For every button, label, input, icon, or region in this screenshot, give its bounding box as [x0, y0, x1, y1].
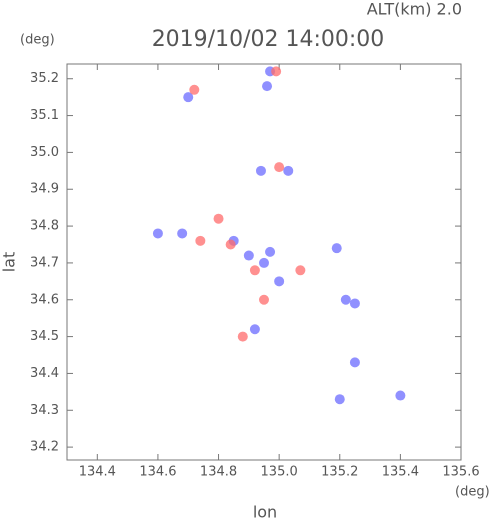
echo-point — [213, 213, 224, 224]
y-tick-label: 35.0 — [30, 145, 59, 160]
y-axis-label: lat — [0, 252, 19, 273]
echo-point — [265, 246, 276, 257]
echo-point — [395, 390, 406, 401]
x-tick-label: 135.2 — [321, 465, 358, 480]
x-unit: (deg) — [455, 485, 490, 500]
y-tick-label: 34.3 — [30, 403, 59, 418]
y-tick-label: 34.6 — [30, 292, 59, 307]
echo-point — [183, 92, 194, 103]
echo-point — [177, 228, 188, 239]
y-tick-label: 34.5 — [30, 329, 59, 344]
chart-title: 2019/10/02 14:00:00 — [152, 27, 385, 52]
echo-point — [243, 250, 254, 261]
x-tick-label: 134.6 — [139, 465, 176, 480]
echo-point — [274, 162, 285, 173]
y-unit: (deg) — [20, 33, 55, 48]
echo-point — [349, 357, 360, 368]
x-tick-label: 135.6 — [442, 465, 479, 480]
echo-point — [259, 257, 269, 268]
echo-point — [349, 298, 360, 309]
x-tick-label: 134.8 — [200, 465, 237, 480]
y-tick-label: 35.2 — [30, 71, 59, 86]
echo-point — [271, 66, 282, 77]
echo-point — [152, 228, 163, 239]
plot-frame — [66, 63, 462, 461]
y-tick-label: 35.1 — [30, 108, 59, 123]
echo-point — [249, 324, 260, 335]
echo-point — [259, 294, 269, 305]
x-tick-label: 135.4 — [382, 465, 419, 480]
echo-point — [334, 394, 345, 405]
echo-point — [331, 243, 342, 254]
altitude-label: ALT(km) 2.0 — [367, 0, 462, 19]
y-tick-label: 34.7 — [30, 255, 59, 270]
echo-point — [295, 265, 306, 276]
echo-point — [249, 265, 260, 276]
echo-point — [283, 165, 294, 176]
echo-point — [225, 239, 236, 250]
x-tick-label: 135.0 — [261, 465, 298, 480]
y-tick-label: 34.9 — [30, 182, 59, 197]
echo-point — [262, 81, 273, 92]
echo-point — [340, 294, 351, 305]
echo-point — [255, 165, 266, 176]
echo-point — [189, 84, 200, 95]
x-axis-label: lon — [253, 503, 277, 521]
x-tick-label: 134.4 — [79, 465, 116, 480]
echo-point — [237, 331, 248, 342]
echo-point — [195, 235, 206, 246]
y-tick-label: 34.8 — [30, 219, 59, 234]
y-tick-label: 34.2 — [30, 440, 59, 455]
y-tick-label: 34.4 — [30, 366, 59, 381]
echo-point — [274, 276, 285, 287]
